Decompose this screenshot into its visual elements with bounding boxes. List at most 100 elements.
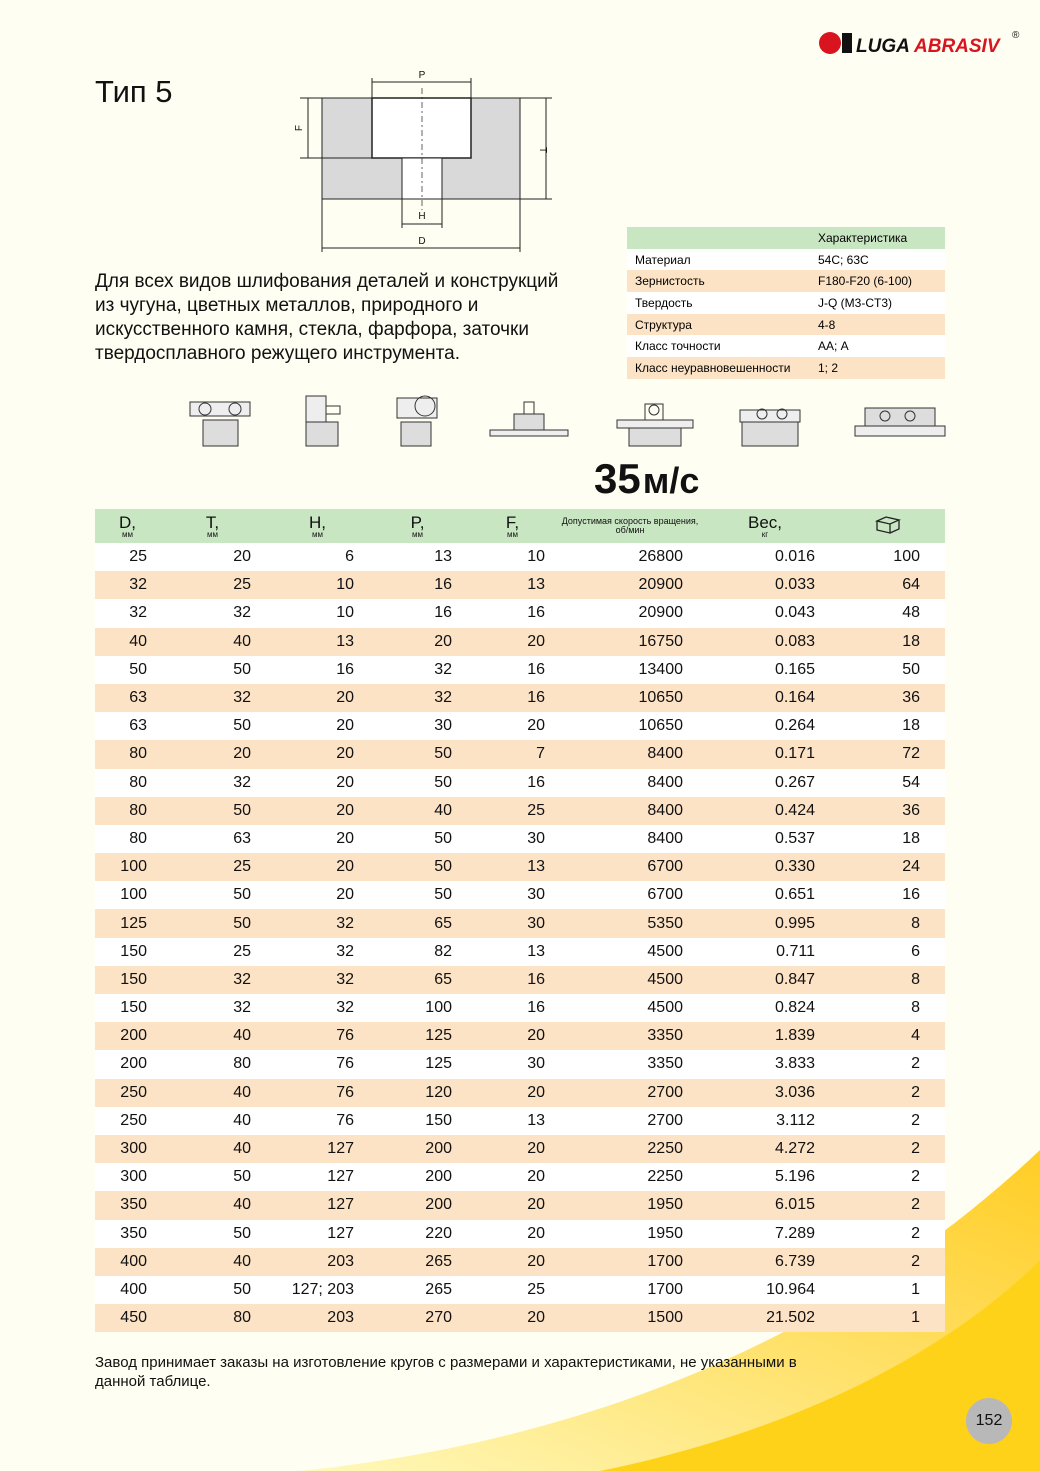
table-cell: 13 <box>465 937 560 966</box>
table-cell: 16 <box>465 655 560 684</box>
table-row: 250 40 76 120 20 2700 3.036 2 <box>95 1078 945 1107</box>
table-cell: 10 <box>265 571 370 600</box>
table-cell: 10 <box>465 543 560 572</box>
table-cell: 400 <box>95 1247 160 1276</box>
table-cell: 220 <box>370 1219 465 1248</box>
table-cell: 3350 <box>560 1050 700 1079</box>
table-cell: 20 <box>465 1022 560 1051</box>
table-cell: 20 <box>465 627 560 656</box>
table-cell: 1950 <box>560 1191 700 1220</box>
table-cell: 2 <box>830 1078 945 1107</box>
table-cell: 13 <box>465 571 560 600</box>
table-cell: 13 <box>370 543 465 572</box>
column-header <box>830 509 945 543</box>
table-row: 63 32 20 32 16 10650 0.164 36 <box>95 683 945 713</box>
table-cell: 20 <box>465 1191 560 1220</box>
table-cell: 5.196 <box>700 1163 830 1192</box>
table-cell: 0.995 <box>700 909 830 938</box>
table-cell: 20 <box>465 1219 560 1248</box>
table-cell: 20 <box>465 1134 560 1164</box>
table-cell: 125 <box>370 1050 465 1079</box>
table-cell: 350 <box>95 1191 160 1220</box>
table-cell: 1.839 <box>700 1022 830 1051</box>
table-cell: 16 <box>465 994 560 1023</box>
column-header: Допустимая скорость вращения, об/мин <box>560 509 700 543</box>
table-cell: 40 <box>160 1134 265 1164</box>
table-cell: 80 <box>160 1050 265 1079</box>
table-cell: 265 <box>370 1247 465 1276</box>
table-cell: 20 <box>265 881 370 910</box>
table-cell: 32 <box>160 683 265 713</box>
table-cell: 127 <box>265 1163 370 1192</box>
table-cell: 32 <box>370 655 465 684</box>
table-cell: 50 <box>370 768 465 797</box>
table-cell: 7.289 <box>700 1219 830 1248</box>
char-row: Структура 4-8 <box>627 313 945 336</box>
table-cell: 40 <box>160 1106 265 1135</box>
table-cell: 2700 <box>560 1106 700 1135</box>
table-cell: 50 <box>160 796 265 825</box>
char-label: Структура <box>635 317 692 332</box>
table-cell: 6700 <box>560 853 700 882</box>
char-row: Зернистость F180-F20 (6-100) <box>627 270 945 293</box>
char-row: Твердость J-Q (M3-CT3) <box>627 292 945 314</box>
table-cell: 200 <box>95 1050 160 1079</box>
table-cell: 50 <box>370 824 465 854</box>
table-cell: 50 <box>370 740 465 769</box>
column-header: P, мм <box>370 509 465 543</box>
table-cell: 1 <box>830 1304 945 1333</box>
table-cell: 1950 <box>560 1219 700 1248</box>
speed: 35м/с <box>594 455 699 503</box>
table-cell: 82 <box>370 937 465 966</box>
char-row: Класс точности АА; А <box>627 335 945 358</box>
header-unit: мм <box>312 529 323 539</box>
table-cell: 6.015 <box>700 1191 830 1220</box>
table-cell: 200 <box>95 1022 160 1051</box>
table-cell: 16 <box>265 655 370 684</box>
char-label: Класс точности <box>635 339 721 354</box>
column-header: H, мм <box>265 509 370 543</box>
table-cell: 32 <box>370 683 465 713</box>
table-cell: 20 <box>265 740 370 769</box>
table-cell: 2 <box>830 1050 945 1079</box>
table-row: 80 63 20 50 30 8400 0.537 18 <box>95 824 945 854</box>
table-cell: 36 <box>830 796 945 825</box>
table-cell: 50 <box>160 909 265 938</box>
dim-label: F <box>294 125 305 131</box>
char-value: F180-F20 (6-100) <box>818 274 913 289</box>
table-cell: 16 <box>465 683 560 713</box>
table-cell: 20 <box>265 796 370 825</box>
char-value: 4-8 <box>818 317 836 332</box>
table-cell: 4 <box>830 1022 945 1051</box>
table-row: 40 40 13 20 20 16750 0.083 18 <box>95 627 945 656</box>
table-cell: 127 <box>265 1219 370 1248</box>
table-cell: 80 <box>95 768 160 797</box>
table-cell: 125 <box>95 909 160 938</box>
table-cell: 40 <box>160 627 265 656</box>
table-cell: 20 <box>465 1163 560 1192</box>
table-cell: 2 <box>830 1163 945 1192</box>
table-cell: 6700 <box>560 881 700 910</box>
table-cell: 20 <box>265 712 370 741</box>
table-cell: 127 <box>265 1191 370 1220</box>
table-row: 300 50 127 200 20 2250 5.196 2 <box>95 1163 945 1192</box>
table-cell: 16 <box>465 599 560 628</box>
table-cell: 0.267 <box>700 768 830 797</box>
table-cell: 127 <box>265 1134 370 1164</box>
table-cell: 50 <box>160 1163 265 1192</box>
table-cell: 80 <box>95 740 160 769</box>
dim-label: T <box>537 147 548 153</box>
box-icon <box>874 516 901 534</box>
table-cell: 7 <box>465 740 560 769</box>
table-cell: 32 <box>265 937 370 966</box>
table-row: 32 25 10 16 13 20900 0.033 64 <box>95 571 945 600</box>
table-cell: 250 <box>95 1078 160 1107</box>
table-cell: 0.651 <box>700 881 830 910</box>
table-cell: 100 <box>95 853 160 882</box>
table-cell: 1500 <box>560 1304 700 1333</box>
table-cell: 72 <box>830 740 945 769</box>
table-cell: 0.083 <box>700 627 830 656</box>
table-cell: 64 <box>830 571 945 600</box>
table-cell: 20 <box>265 683 370 713</box>
table-cell: 10650 <box>560 683 700 713</box>
